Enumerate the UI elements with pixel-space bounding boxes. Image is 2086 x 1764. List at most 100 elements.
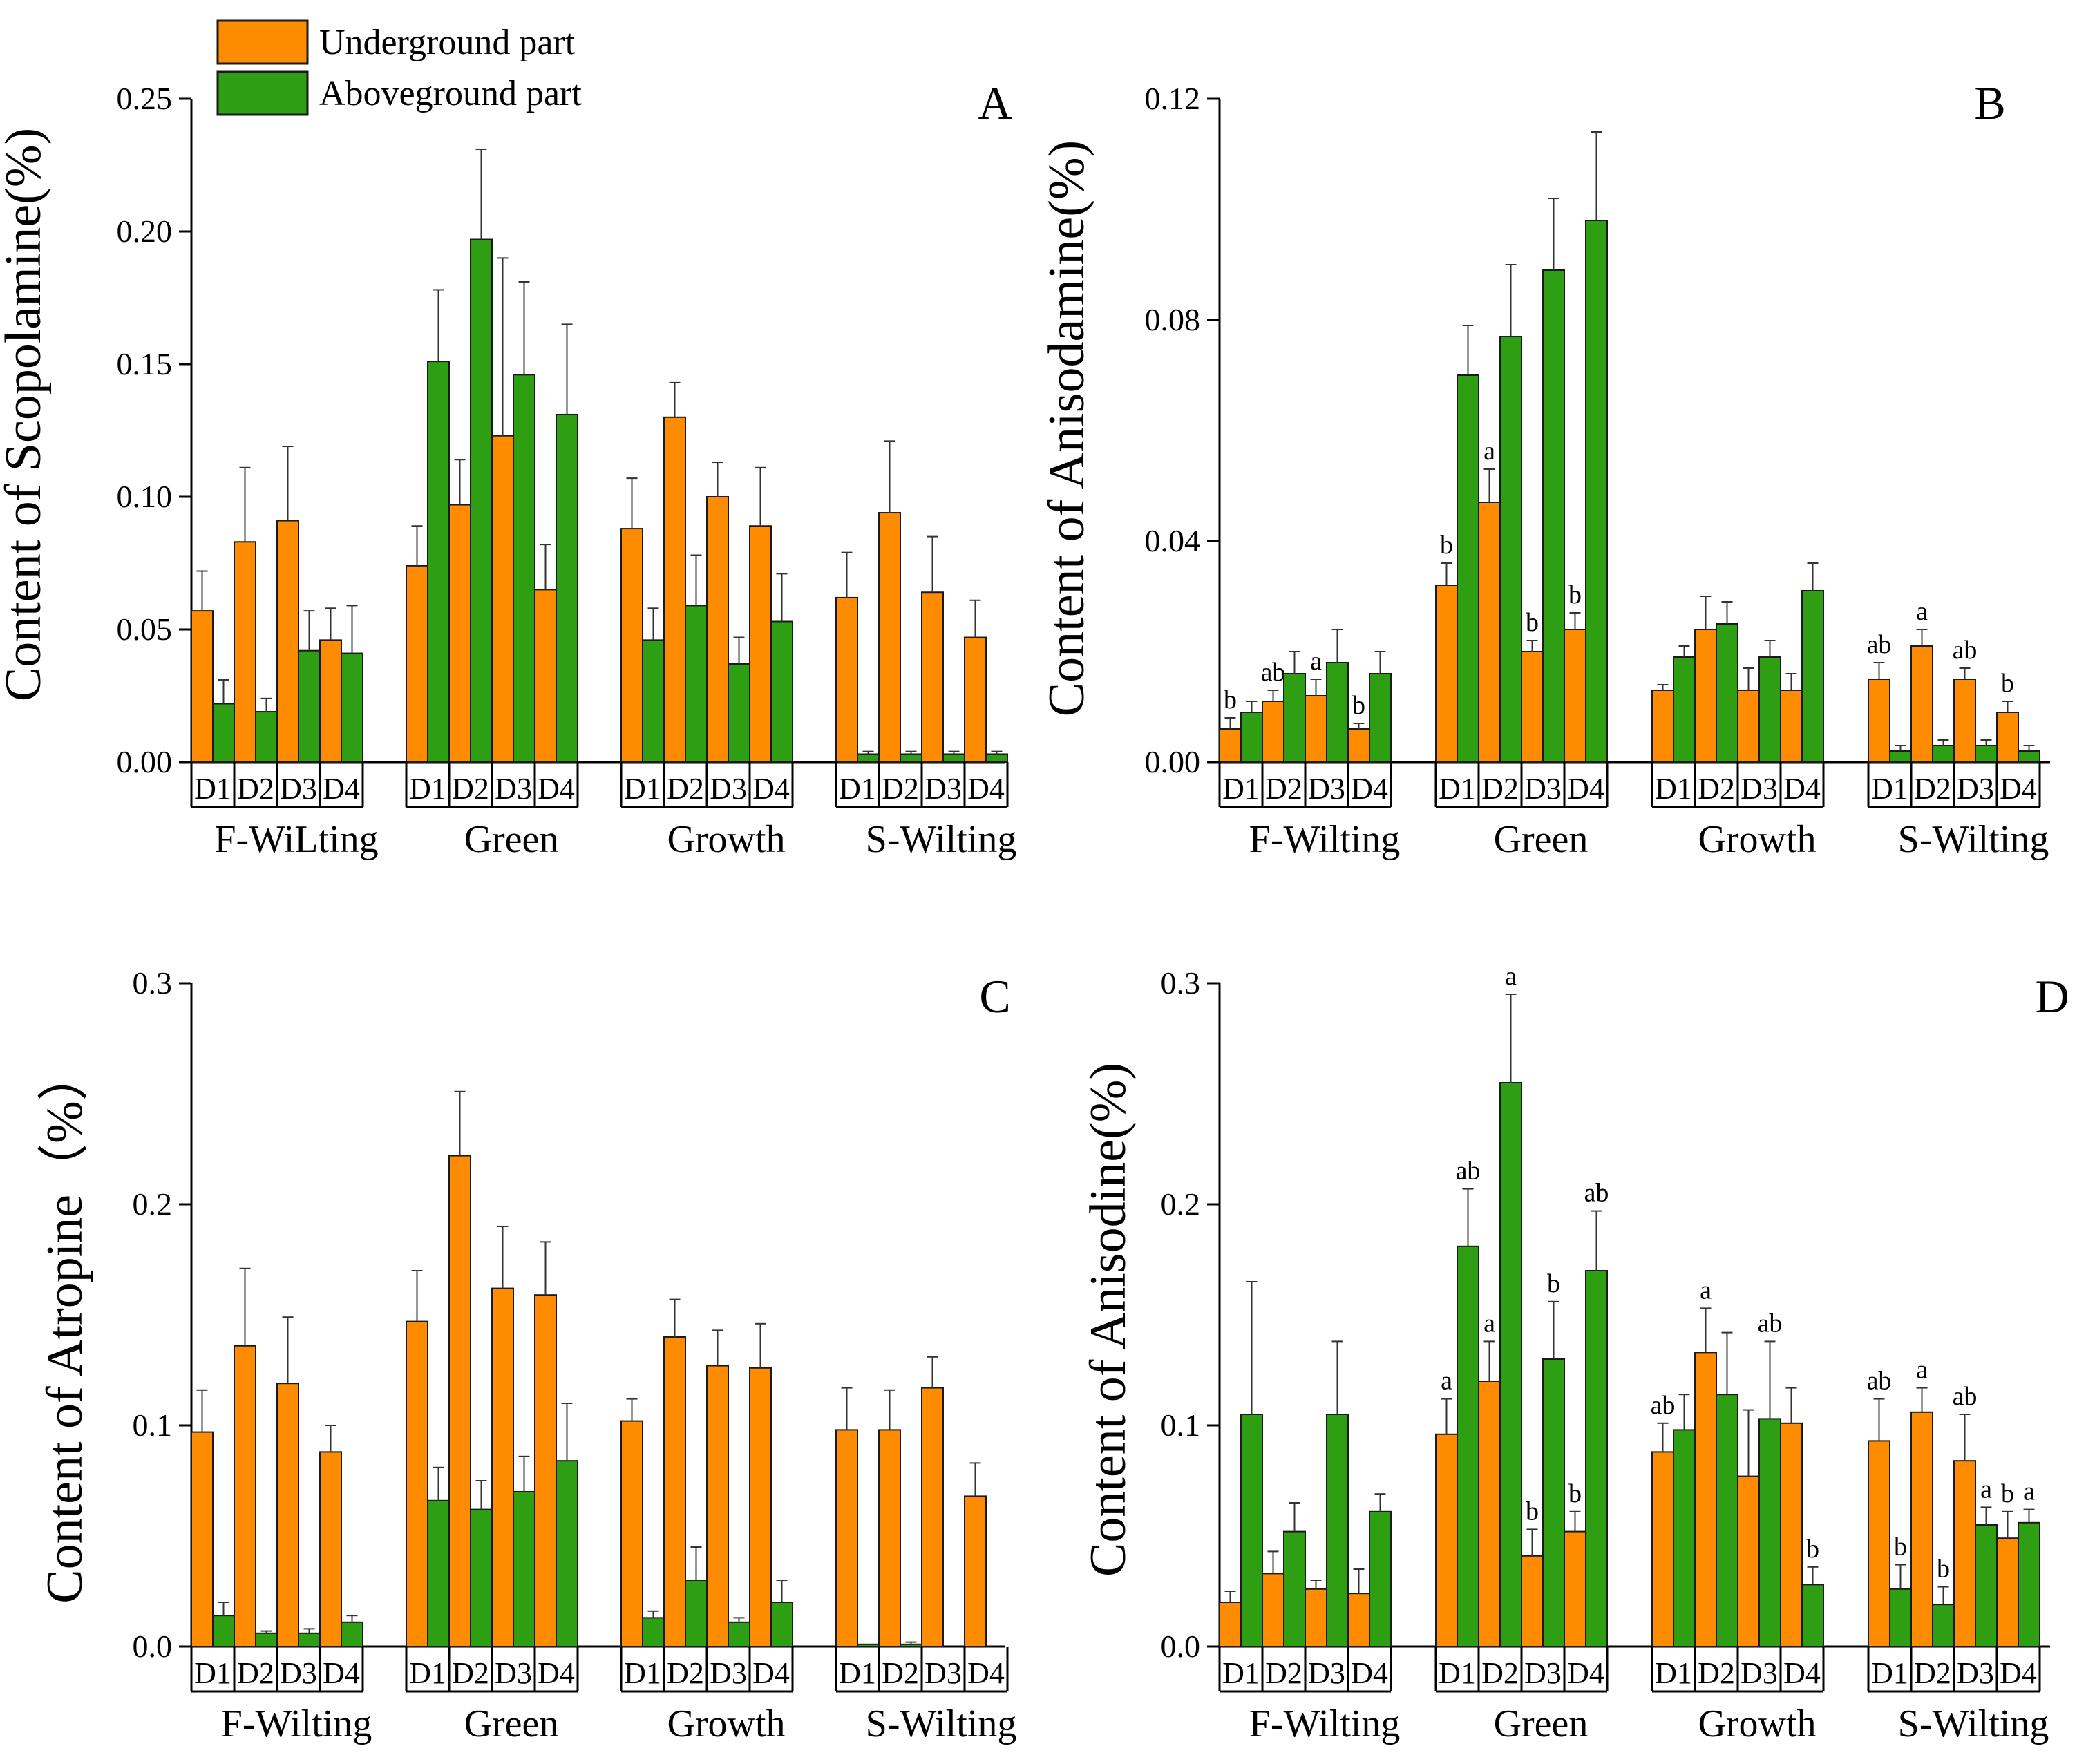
bar-underground xyxy=(1694,1352,1717,1648)
x-subgroup-label: D1 xyxy=(1655,772,1692,806)
bar-underground xyxy=(1651,1451,1674,1647)
x-subgroup-label: D2 xyxy=(1914,772,1951,806)
significance-label: ab xyxy=(1867,1367,1892,1396)
significance-label: a xyxy=(1916,597,1928,626)
bar-aboveground xyxy=(1673,1429,1696,1647)
x-subgroup-label: D2 xyxy=(237,1656,274,1690)
panel-letter: C xyxy=(979,970,1010,1023)
chart-panel-a: 0.00 0.05 0.10 0.15 0.20 0.25 Content of Scopo… xyxy=(0,77,1016,861)
x-group-label: S-Wilting xyxy=(866,818,1017,861)
bar-aboveground xyxy=(341,652,363,763)
legend-swatch-underground xyxy=(216,19,309,65)
x-subgroup-label: D3 xyxy=(1308,1656,1345,1690)
x-group-label: Growth xyxy=(1698,818,1816,861)
bar-aboveground xyxy=(1975,1524,1998,1647)
bar-aboveground xyxy=(1801,1584,1824,1647)
x-subgroup-label: D1 xyxy=(624,1656,661,1690)
x-subgroup-label: D3 xyxy=(1741,772,1778,806)
x-group-label: F-Wilting xyxy=(221,1703,372,1745)
significance-label: a xyxy=(1505,962,1517,991)
bar-aboveground xyxy=(770,1602,793,1647)
x-subgroup-label: D1 xyxy=(1871,1656,1908,1690)
significance-label: ab xyxy=(1758,1309,1783,1338)
bar-underground xyxy=(1564,1530,1586,1648)
x-subgroup-label: D1 xyxy=(839,772,876,806)
x-group-label: Green xyxy=(464,818,559,861)
bar-aboveground xyxy=(642,1617,665,1647)
y-axis-title: Content of Scopolamine(%) xyxy=(0,128,52,701)
y-tick-label: 0.2 xyxy=(1161,1186,1201,1222)
bar-aboveground xyxy=(470,1508,493,1648)
x-subgroup-label: D2 xyxy=(1481,772,1519,806)
x-subgroup-label: D1 xyxy=(409,772,446,806)
x-subgroup-label: D1 xyxy=(1439,1656,1476,1690)
bar-aboveground xyxy=(900,753,922,763)
bar-underground xyxy=(620,528,643,764)
y-axis-title: Content of Anisodine(%) xyxy=(1080,1063,1137,1577)
y-tick-label: 0.0 xyxy=(1161,1629,1201,1664)
bar-aboveground xyxy=(513,374,535,763)
x-subgroup-label: D3 xyxy=(925,1656,962,1690)
bar-underground xyxy=(1262,701,1284,763)
x-subgroup-label: D4 xyxy=(1783,1656,1821,1690)
x-group-label: S-Wilting xyxy=(1898,818,2049,861)
bar-aboveground xyxy=(770,620,793,763)
x-subgroup-label: D3 xyxy=(1957,1656,1994,1690)
significance-label: b xyxy=(2001,669,2014,698)
bar-underground xyxy=(835,1429,858,1647)
significance-label: b xyxy=(1568,1479,1582,1508)
bar-aboveground xyxy=(1457,374,1479,763)
chart-panel-b: 0.00 0.04 0.08 0.12 Content of Anisodamine(%… xyxy=(1039,77,2050,861)
x-group-label: S-Wilting xyxy=(1898,1703,2049,1745)
x-group-label: F-Wilting xyxy=(1249,818,1401,861)
bar-aboveground xyxy=(1326,662,1349,763)
bar-underground xyxy=(1737,690,1760,763)
y-axis-title: Content of Anisodamine(%) xyxy=(1039,140,1095,717)
bar-aboveground xyxy=(1499,336,1522,763)
significance-label: ab xyxy=(1584,1179,1609,1208)
bar-aboveground xyxy=(1499,1082,1522,1647)
bar-underground xyxy=(406,565,428,764)
bar-aboveground xyxy=(1240,712,1263,763)
bar-aboveground xyxy=(942,753,965,763)
significance-label: ab xyxy=(1953,636,1978,665)
bar-aboveground xyxy=(1457,1245,1479,1648)
significance-label: a xyxy=(1700,1275,1712,1305)
x-subgroup-label: D4 xyxy=(1783,772,1821,806)
bar-underground xyxy=(491,435,514,763)
x-subgroup-label: D2 xyxy=(452,1656,489,1690)
x-subgroup-label: D2 xyxy=(882,1656,919,1690)
bar-aboveground xyxy=(900,1643,922,1648)
x-subgroup-label: D4 xyxy=(967,1656,1005,1690)
bar-underground xyxy=(620,1420,643,1648)
bar-aboveground xyxy=(985,753,1008,763)
bar-underground xyxy=(1262,1573,1284,1647)
x-subgroup-label: D3 xyxy=(925,772,962,806)
y-tick-label: 0.3 xyxy=(1161,965,1201,1000)
bar-aboveground xyxy=(1975,745,1998,763)
bar-underground xyxy=(1868,679,1890,763)
bar-underground xyxy=(534,1294,557,1647)
x-subgroup-label: D3 xyxy=(1524,772,1562,806)
significance-label: ab xyxy=(1651,1391,1676,1420)
bar-aboveground xyxy=(427,361,450,763)
significance-label: b xyxy=(1806,1535,1819,1564)
x-subgroup-label: D2 xyxy=(667,1656,704,1690)
bar-aboveground xyxy=(212,703,235,764)
x-group-label: S-Wilting xyxy=(866,1703,1017,1745)
bar-underground xyxy=(1435,1433,1458,1648)
y-tick-label: 0.15 xyxy=(117,346,173,381)
bar-aboveground xyxy=(685,605,708,763)
bar-underground xyxy=(663,1336,686,1647)
bar-underground xyxy=(406,1320,428,1647)
x-subgroup-label: D1 xyxy=(1655,1656,1692,1690)
x-subgroup-label: D1 xyxy=(194,1656,231,1690)
bar-underground xyxy=(749,1367,772,1648)
bar-aboveground xyxy=(1369,673,1392,763)
bar-underground xyxy=(534,589,557,764)
significance-label: b xyxy=(1352,691,1365,720)
significance-label: a xyxy=(1310,647,1322,676)
